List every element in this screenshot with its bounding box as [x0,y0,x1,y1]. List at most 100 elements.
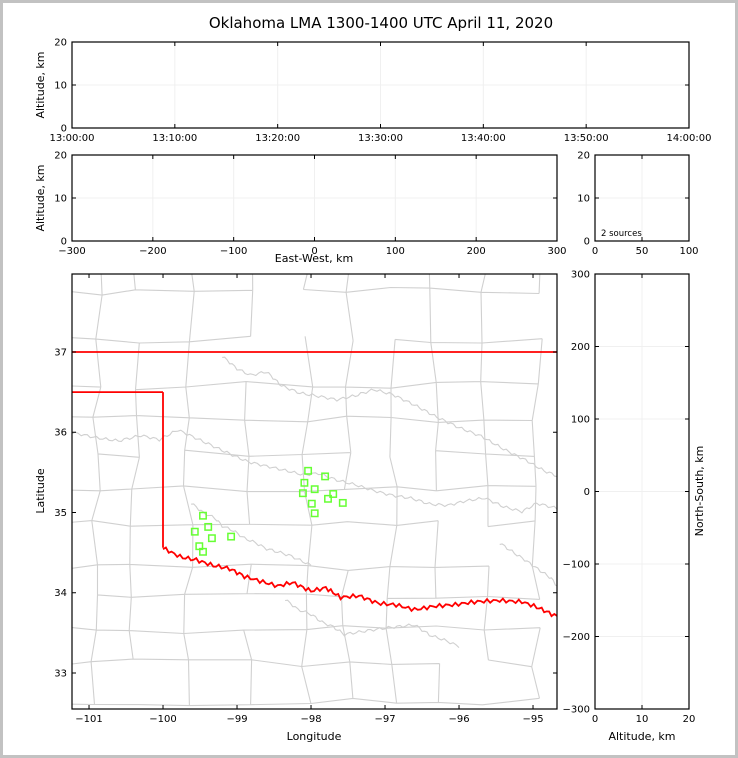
ew-height-ylabel: Altitude, km [34,164,47,231]
time_height-axes: 13:00:00 13:10:00 13:20:00 13:30:00 13:40:00… [50,38,712,145]
y-tick-label: 0 [584,237,590,248]
x-tick-label: −101 [75,714,102,725]
ew-height-xlabel: East-West, km [275,252,353,265]
x-tick-label: 13:40:00 [461,133,506,144]
y-tick-label: 20 [54,151,67,162]
x-tick-label: −300 [58,246,85,257]
panels-layer: 13:00:00 13:10:00 13:20:00 13:30:00 13:40:00… [50,38,712,726]
x-tick-label: −99 [226,714,247,725]
lma-source-marker [199,547,207,556]
x-tick-label: 13:50:00 [564,133,609,144]
lma-source-marker [207,534,216,543]
y-tick-label: 0 [61,124,67,135]
alt_histogram-axes: 0 50 100 0 10 20 [577,151,698,258]
time_height-grid [72,42,689,128]
y-tick-label: 33 [54,668,67,679]
x-tick-label: 13:20:00 [255,133,300,144]
river-line [191,503,312,566]
y-tick-label: 20 [54,38,67,49]
y-tick-label: 100 [571,415,590,426]
x-tick-label: −96 [448,714,469,725]
time-height-ylabel: Altitude, km [34,51,47,118]
map-xlabel: Longitude [287,730,342,743]
ns_height-ticks [594,273,690,710]
x-tick-label: 100 [386,246,405,257]
ew_height-grid [72,155,557,241]
ew_height-ticks [71,154,558,242]
x-tick-label: 20 [683,714,696,725]
ns-height-ylabel-right: North-South, km [693,446,706,537]
time_height-ticks [71,41,690,129]
x-tick-label: 14:00:00 [667,133,712,144]
y-tick-label: 0 [584,487,590,498]
y-tick-label: 0 [61,237,67,248]
source-count-annotation: 2 sources [601,229,642,239]
lma-source-marker [298,489,307,498]
y-tick-label: 34 [54,588,67,599]
lma-source-marker [329,490,338,498]
ew_height-axes: −300 −200 −100 0 100 200 300 0 10 20 [54,151,566,258]
y-tick-label: 36 [54,428,67,439]
red-river-border [162,546,557,618]
y-tick-label: 10 [577,194,590,205]
y-tick-label: 10 [54,194,67,205]
x-tick-label: 13:00:00 [50,133,95,144]
x-tick-label: −100 [149,714,176,725]
river-line [499,543,557,587]
lma-source-marker [227,532,236,541]
lma-source-marker [307,499,316,508]
x-tick-label: 10 [636,714,649,725]
lma-source-marker [190,527,199,536]
y-tick-label: −200 [563,632,590,643]
plan_view_map-ticks [72,274,557,709]
ns_height-grid [595,274,689,709]
y-tick-label: 300 [571,270,590,281]
y-tick-label: 37 [54,347,67,358]
lma-source-marker [310,509,319,518]
alt_histogram-ticks [594,154,690,242]
x-tick-label: 0 [592,246,598,257]
river-line [222,356,557,478]
x-tick-label: 300 [547,246,566,257]
y-tick-label: 10 [54,81,67,92]
lma-source-marker [199,511,207,520]
lma-source-marker [321,472,330,481]
x-tick-label: 200 [467,246,486,257]
river-line [72,429,557,514]
y-tick-label: 20 [577,151,590,162]
x-tick-label: 50 [636,246,649,257]
y-tick-label: −300 [563,705,590,716]
alt_histogram-grid [595,155,689,241]
lma-source-marker [338,498,347,507]
map-ylabel: Latitude [34,468,47,514]
x-tick-label: −200 [139,246,166,257]
figure-title: Oklahoma LMA 1300-1400 UTC April 11, 202… [209,14,553,32]
plan_view_map-axes: −101 −100 −99 −98 −97 −96 −95 33 34 35 36 37 [54,273,558,725]
lma-source-marker [204,522,213,531]
lma-source-marker [300,478,309,487]
state-border [72,351,557,548]
lma-sources [190,466,347,556]
ns-height-xlabel: Altitude, km [608,730,675,743]
lma-source-marker [304,466,313,475]
y-tick-label: 200 [571,342,590,353]
x-tick-label: 13:30:00 [358,133,403,144]
lma-source-marker [310,485,319,494]
y-tick-label: −100 [563,560,590,571]
river-line [285,599,460,648]
x-tick-label: −95 [522,714,543,725]
x-tick-label: −97 [374,714,395,725]
lma-source-marker [324,494,332,503]
x-tick-label: −100 [220,246,247,257]
x-tick-label: −98 [300,714,321,725]
y-tick-label: 35 [54,508,67,519]
ns_height-axes: 0 10 20 −300 −200 −100 0 100 200 300 [563,270,696,726]
x-tick-label: 13:10:00 [152,133,197,144]
map-layer [72,274,557,707]
x-tick-label: 0 [592,714,598,725]
x-tick-label: 100 [679,246,698,257]
plan_view_map-frame [71,273,558,710]
